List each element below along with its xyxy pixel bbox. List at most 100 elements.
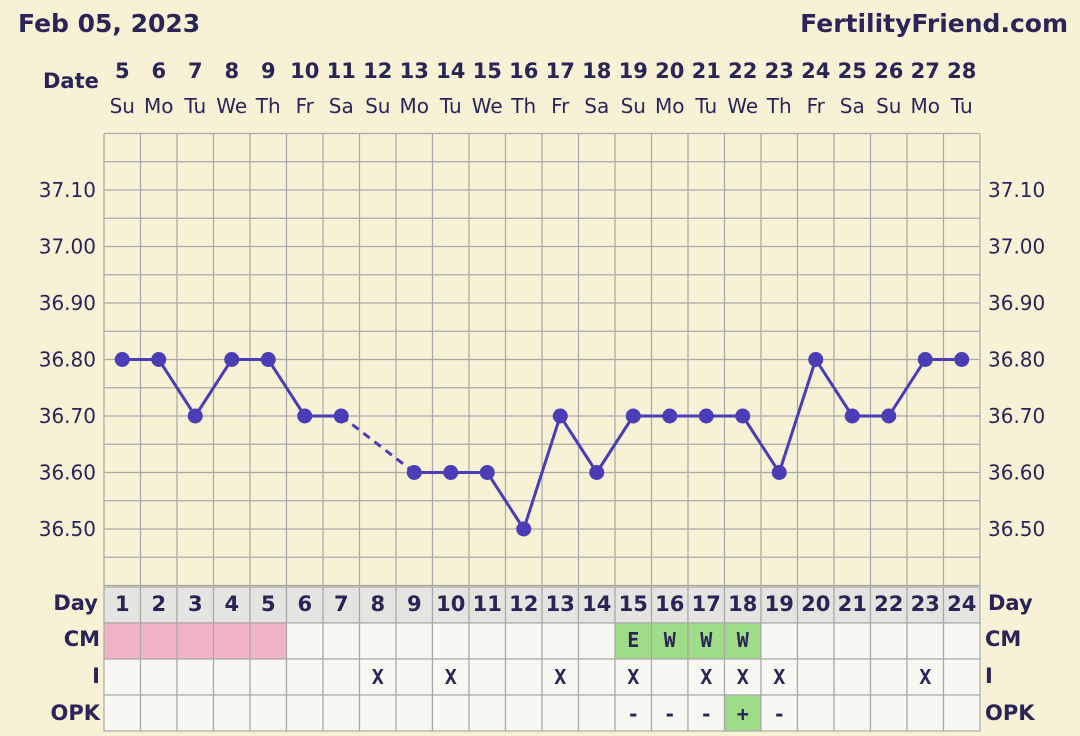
opk-cell[interactable] <box>614 694 653 732</box>
temp-point[interactable] <box>406 465 422 480</box>
opk-cell[interactable] <box>942 694 981 732</box>
opk-cell[interactable] <box>358 694 397 732</box>
opk-cell[interactable] <box>431 694 470 732</box>
cm-cell[interactable] <box>431 622 470 660</box>
opk-cell[interactable] <box>395 694 434 732</box>
temp-point[interactable] <box>954 352 970 367</box>
opk-cell[interactable] <box>468 694 507 732</box>
temp-point[interactable] <box>224 352 240 367</box>
cm-cell[interactable] <box>942 622 981 660</box>
opk-cell[interactable] <box>103 694 142 732</box>
opk-cell[interactable] <box>687 694 726 732</box>
intercourse-cell[interactable] <box>176 658 215 696</box>
opk-cell[interactable] <box>322 694 361 732</box>
cm-cell[interactable] <box>468 622 507 660</box>
intercourse-cell[interactable] <box>577 658 616 696</box>
day-cell[interactable] <box>906 586 945 624</box>
temp-point[interactable] <box>808 352 824 367</box>
intercourse-cell[interactable] <box>504 658 543 696</box>
cm-cell[interactable] <box>212 622 251 660</box>
temp-point[interactable] <box>114 352 130 367</box>
cm-cell[interactable] <box>139 622 178 660</box>
temp-point[interactable] <box>552 408 568 424</box>
day-cell[interactable] <box>577 586 616 624</box>
temp-point[interactable] <box>151 352 167 367</box>
intercourse-cell[interactable] <box>687 658 726 696</box>
opk-cell[interactable] <box>249 694 288 732</box>
cm-cell[interactable] <box>869 622 908 660</box>
opk-cell[interactable] <box>285 694 324 732</box>
day-cell[interactable] <box>468 586 507 624</box>
intercourse-cell[interactable] <box>103 658 142 696</box>
day-cell[interactable] <box>504 586 543 624</box>
opk-cell[interactable] <box>869 694 908 732</box>
day-cell[interactable] <box>358 586 397 624</box>
day-cell[interactable] <box>139 586 178 624</box>
intercourse-cell[interactable] <box>833 658 872 696</box>
day-cell[interactable] <box>541 586 580 624</box>
intercourse-cell[interactable] <box>249 658 288 696</box>
cm-cell[interactable] <box>358 622 397 660</box>
day-cell[interactable] <box>176 586 215 624</box>
cm-cell[interactable] <box>395 622 434 660</box>
opk-cell[interactable] <box>723 694 762 732</box>
cm-cell[interactable] <box>504 622 543 660</box>
intercourse-cell[interactable] <box>650 658 689 696</box>
cm-cell[interactable] <box>322 622 361 660</box>
cm-cell[interactable] <box>103 622 142 660</box>
intercourse-cell[interactable] <box>906 658 945 696</box>
opk-cell[interactable] <box>796 694 835 732</box>
temp-point[interactable] <box>260 352 276 367</box>
cm-cell[interactable] <box>723 622 762 660</box>
cm-cell[interactable] <box>249 622 288 660</box>
opk-cell[interactable] <box>139 694 178 732</box>
opk-cell[interactable] <box>760 694 799 732</box>
temp-point[interactable] <box>479 465 495 480</box>
day-cell[interactable] <box>650 586 689 624</box>
temp-point[interactable] <box>443 465 459 480</box>
temp-point[interactable] <box>662 408 678 424</box>
temp-point[interactable] <box>844 408 860 424</box>
opk-cell[interactable] <box>504 694 543 732</box>
temp-point[interactable] <box>625 408 641 424</box>
intercourse-cell[interactable] <box>431 658 470 696</box>
cm-cell[interactable] <box>176 622 215 660</box>
day-cell[interactable] <box>869 586 908 624</box>
opk-cell[interactable] <box>541 694 580 732</box>
intercourse-cell[interactable] <box>322 658 361 696</box>
temp-point[interactable] <box>297 408 313 424</box>
temp-point[interactable] <box>881 408 897 424</box>
opk-cell[interactable] <box>212 694 251 732</box>
cm-cell[interactable] <box>614 622 653 660</box>
temp-point[interactable] <box>771 465 787 480</box>
day-cell[interactable] <box>760 586 799 624</box>
intercourse-cell[interactable] <box>468 658 507 696</box>
cm-cell[interactable] <box>577 622 616 660</box>
intercourse-cell[interactable] <box>614 658 653 696</box>
cm-cell[interactable] <box>796 622 835 660</box>
opk-cell[interactable] <box>577 694 616 732</box>
intercourse-cell[interactable] <box>869 658 908 696</box>
temp-point[interactable] <box>917 352 933 367</box>
intercourse-cell[interactable] <box>942 658 981 696</box>
temp-point[interactable] <box>589 465 605 480</box>
intercourse-cell[interactable] <box>395 658 434 696</box>
temp-point[interactable] <box>698 408 714 424</box>
day-cell[interactable] <box>687 586 726 624</box>
opk-cell[interactable] <box>176 694 215 732</box>
intercourse-cell[interactable] <box>760 658 799 696</box>
opk-cell[interactable] <box>833 694 872 732</box>
day-cell[interactable] <box>942 586 981 624</box>
day-cell[interactable] <box>431 586 470 624</box>
cm-cell[interactable] <box>833 622 872 660</box>
intercourse-cell[interactable] <box>212 658 251 696</box>
intercourse-cell[interactable] <box>796 658 835 696</box>
opk-cell[interactable] <box>906 694 945 732</box>
cm-cell[interactable] <box>906 622 945 660</box>
cm-cell[interactable] <box>285 622 324 660</box>
temp-point[interactable] <box>516 521 532 537</box>
cm-cell[interactable] <box>541 622 580 660</box>
brand-link[interactable]: FertilityFriend.com <box>800 9 1068 38</box>
temp-point[interactable] <box>735 408 751 424</box>
intercourse-cell[interactable] <box>541 658 580 696</box>
